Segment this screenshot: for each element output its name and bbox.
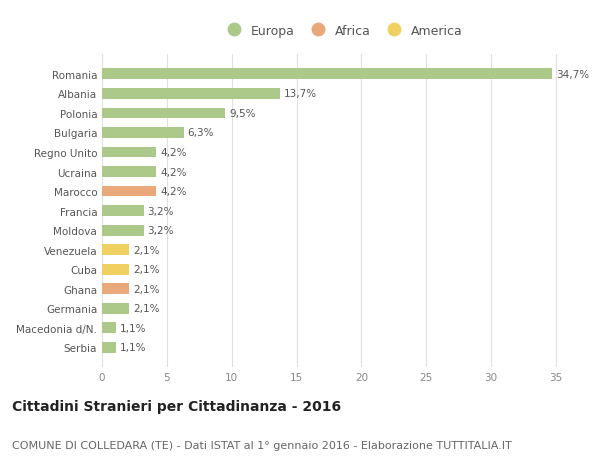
Bar [102, 69, 552, 80]
Bar [102, 186, 157, 197]
Text: 34,7%: 34,7% [556, 70, 589, 79]
Bar [102, 206, 143, 217]
Text: 1,1%: 1,1% [120, 343, 146, 353]
Text: 6,3%: 6,3% [188, 128, 214, 138]
Bar [102, 284, 129, 295]
Text: 2,1%: 2,1% [133, 265, 160, 274]
Bar [102, 264, 129, 275]
Bar [102, 342, 116, 353]
Bar [102, 128, 184, 139]
Text: 2,1%: 2,1% [133, 245, 160, 255]
Legend: Europa, Africa, America: Europa, Africa, America [218, 21, 467, 41]
Text: 13,7%: 13,7% [284, 89, 317, 99]
Bar [102, 225, 143, 236]
Text: 3,2%: 3,2% [148, 206, 174, 216]
Text: 2,1%: 2,1% [133, 304, 160, 313]
Bar [102, 108, 225, 119]
Bar [102, 323, 116, 334]
Bar [102, 89, 280, 100]
Text: 3,2%: 3,2% [148, 226, 174, 235]
Text: 4,2%: 4,2% [160, 187, 187, 196]
Text: 4,2%: 4,2% [160, 167, 187, 177]
Text: Cittadini Stranieri per Cittadinanza - 2016: Cittadini Stranieri per Cittadinanza - 2… [12, 399, 341, 413]
Bar [102, 147, 157, 158]
Bar [102, 167, 157, 178]
Text: COMUNE DI COLLEDARA (TE) - Dati ISTAT al 1° gennaio 2016 - Elaborazione TUTTITAL: COMUNE DI COLLEDARA (TE) - Dati ISTAT al… [12, 440, 512, 450]
Bar [102, 303, 129, 314]
Text: 2,1%: 2,1% [133, 284, 160, 294]
Bar [102, 245, 129, 256]
Text: 1,1%: 1,1% [120, 323, 146, 333]
Text: 4,2%: 4,2% [160, 148, 187, 157]
Text: 9,5%: 9,5% [229, 109, 256, 118]
